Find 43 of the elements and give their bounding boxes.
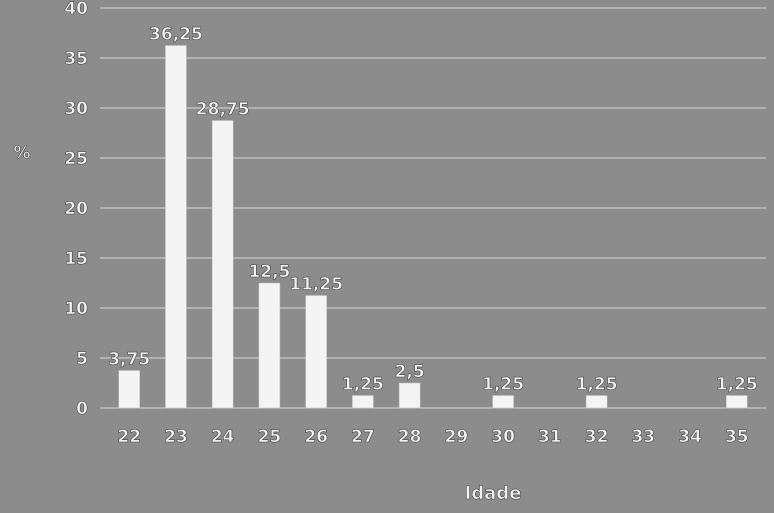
x-tick-label: 29 — [444, 427, 468, 447]
y-tick-label: 10 — [64, 298, 88, 319]
x-tick-label: 31 — [538, 427, 562, 447]
data-label: 11,25 — [289, 274, 344, 294]
x-tick-label: 33 — [631, 427, 656, 447]
x-tick-label: 34 — [678, 427, 702, 447]
x-tick-label: 24 — [210, 427, 235, 447]
y-tick-label: 0 — [76, 398, 88, 419]
y-tick-label: 20 — [64, 198, 88, 219]
y-axis-title: % — [13, 143, 31, 163]
x-tick-label: 32 — [584, 427, 608, 447]
x-tick-label: 23 — [164, 427, 188, 447]
y-tick-label: 5 — [76, 348, 88, 369]
bar — [212, 120, 234, 408]
bar — [352, 395, 374, 408]
x-tick-label: 25 — [258, 427, 282, 447]
data-label: 36,25 — [149, 24, 203, 44]
y-tick-label: 30 — [64, 98, 88, 119]
bar — [258, 282, 280, 408]
y-tick-label: 25 — [64, 148, 88, 169]
bar — [165, 45, 187, 408]
data-label: 1,25 — [716, 374, 758, 394]
x-tick-label: 35 — [724, 427, 749, 447]
data-label: 2,5 — [394, 362, 425, 382]
x-tick-label: 27 — [351, 427, 375, 447]
x-tick-label: 30 — [491, 427, 516, 447]
y-tick-label: 15 — [64, 248, 88, 269]
bar — [586, 395, 608, 408]
x-tick-label: 26 — [304, 427, 328, 447]
bar — [305, 295, 327, 408]
data-label: 1,25 — [576, 374, 618, 394]
bar — [398, 382, 420, 408]
y-tick-label: 35 — [64, 48, 88, 69]
x-tick-label: 22 — [117, 427, 142, 447]
bar — [492, 395, 514, 408]
x-tick-label: 28 — [398, 427, 422, 447]
bar — [118, 370, 140, 408]
y-tick-label: 40 — [64, 0, 88, 19]
data-label: 1,25 — [482, 374, 524, 394]
data-label: 12,5 — [248, 262, 290, 282]
data-label: 1,25 — [342, 374, 384, 394]
bar — [726, 395, 748, 408]
x-axis-title: Idade — [464, 483, 522, 504]
